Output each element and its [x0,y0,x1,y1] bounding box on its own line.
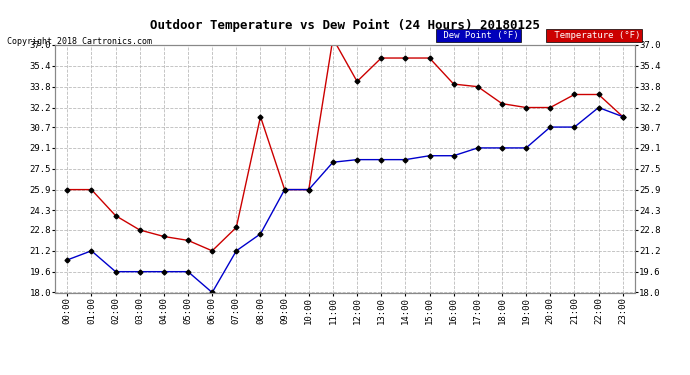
Text: Outdoor Temperature vs Dew Point (24 Hours) 20180125: Outdoor Temperature vs Dew Point (24 Hou… [150,19,540,32]
Text: Dew Point (°F): Dew Point (°F) [438,31,519,40]
Text: Copyright 2018 Cartronics.com: Copyright 2018 Cartronics.com [7,38,152,46]
Text: Temperature (°F): Temperature (°F) [549,31,640,40]
